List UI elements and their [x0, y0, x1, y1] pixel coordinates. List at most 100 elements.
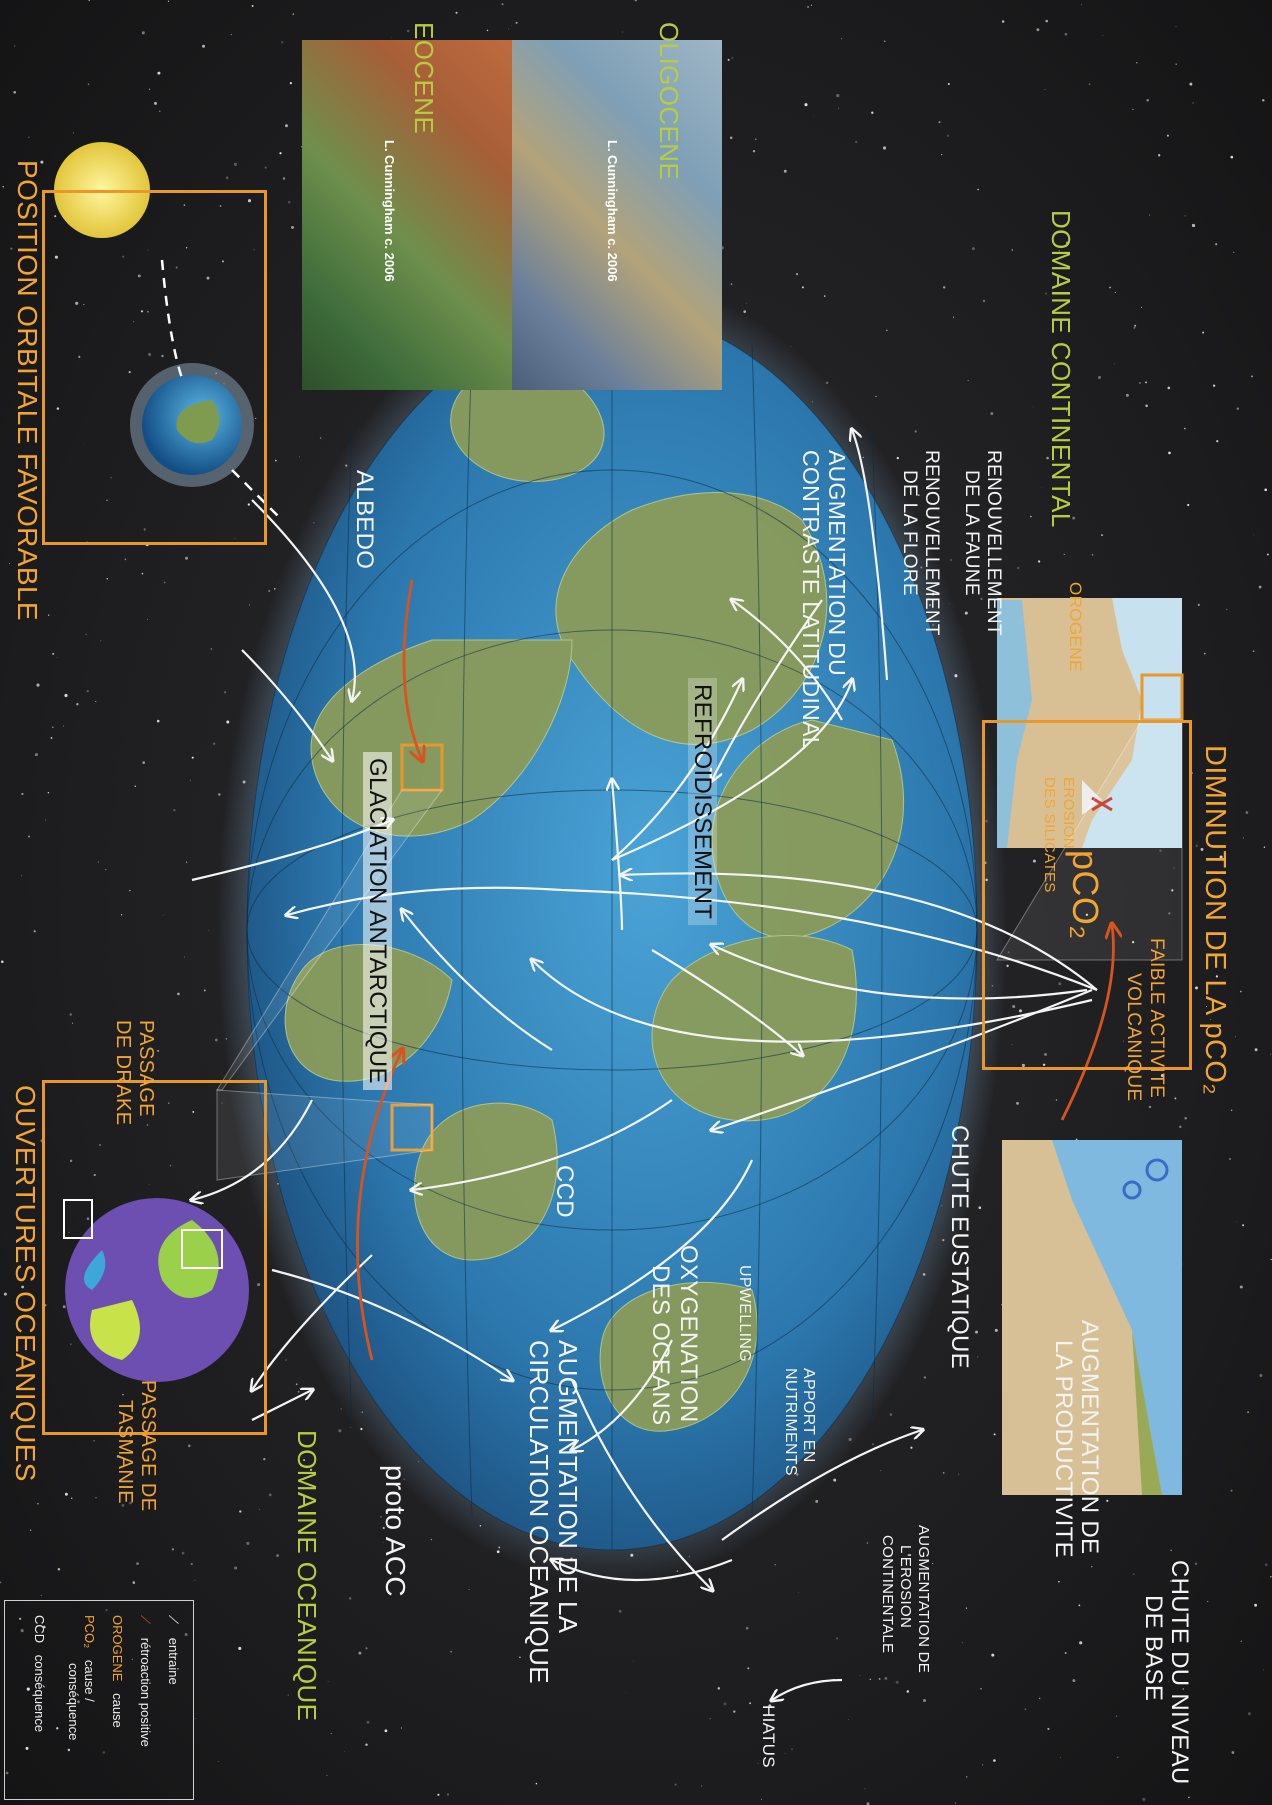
star — [895, 1680, 899, 1684]
volcanic-activity-label: FAIBLE ACTIVITE VOLCANIQUE — [1123, 938, 1167, 1102]
star — [1072, 516, 1076, 520]
star — [159, 110, 161, 112]
star — [67, 1748, 71, 1752]
star — [247, 503, 250, 506]
star — [38, 1714, 40, 1717]
star — [300, 146, 303, 148]
star — [1085, 913, 1089, 916]
fauna-renewal-label: RENOUVELLEMENT DE LA FAUNE — [961, 450, 1004, 636]
star — [914, 430, 917, 433]
star — [1079, 1641, 1083, 1645]
star — [13, 91, 16, 94]
hiatus-label: HIATUS — [759, 1705, 778, 1768]
star — [1058, 982, 1062, 986]
star — [124, 558, 127, 561]
star — [28, 835, 30, 838]
star — [148, 1184, 150, 1186]
star — [632, 1660, 634, 1662]
star — [871, 111, 874, 114]
star — [1259, 1373, 1263, 1378]
star — [246, 1541, 250, 1545]
star — [167, 0, 170, 2]
star — [978, 1206, 982, 1210]
star — [188, 1444, 191, 1448]
star — [883, 40, 886, 43]
star — [223, 383, 225, 385]
star — [280, 40, 284, 44]
star — [1032, 406, 1034, 408]
star — [864, 1788, 866, 1790]
star — [26, 1687, 30, 1691]
star — [202, 44, 205, 48]
star — [747, 1667, 750, 1670]
star — [733, 1710, 736, 1713]
star — [1194, 1562, 1198, 1565]
star — [1114, 291, 1116, 293]
star — [1102, 35, 1104, 36]
star — [1044, 292, 1048, 295]
star — [1091, 1565, 1093, 1568]
star — [1078, 1604, 1081, 1607]
star — [83, 304, 85, 305]
pco2-value-label: pCO₂ — [1065, 850, 1106, 940]
star — [34, 753, 38, 757]
star — [122, 255, 125, 258]
star — [141, 31, 145, 35]
star — [964, 611, 968, 615]
tasmania-passage-label: PASSAGE DE TASMANIE — [114, 1380, 159, 1512]
productivity-label: AUGMENTATION DE LA PRODUCTIVITE — [1049, 1320, 1103, 1558]
star — [1042, 1063, 1046, 1067]
star — [437, 1793, 440, 1796]
star — [400, 1727, 403, 1729]
star — [350, 1426, 352, 1428]
star — [226, 720, 230, 724]
star — [1184, 215, 1186, 217]
star — [185, 861, 188, 863]
ccd-label: CCD — [551, 1165, 578, 1218]
cooling-label: REFROIDISSEMENT — [687, 678, 717, 926]
star — [40, 1594, 43, 1597]
star — [1208, 858, 1211, 861]
star — [1262, 1669, 1264, 1671]
star — [85, 1636, 88, 1638]
star — [947, 82, 950, 86]
star — [1222, 1046, 1226, 1051]
star — [1045, 19, 1048, 23]
star — [37, 1503, 39, 1505]
star — [1141, 306, 1142, 308]
star — [1037, 560, 1041, 563]
star — [1264, 1563, 1268, 1567]
star — [5, 1771, 9, 1775]
star — [194, 1717, 196, 1719]
star — [932, 1563, 934, 1565]
star — [45, 819, 47, 821]
star — [1240, 1640, 1243, 1643]
star — [993, 1759, 996, 1762]
star — [723, 1702, 727, 1706]
star — [40, 160, 44, 164]
star — [52, 726, 54, 728]
star — [450, 1651, 452, 1653]
star — [952, 316, 955, 318]
star — [1230, 155, 1234, 159]
star — [56, 407, 60, 410]
star — [192, 1110, 195, 1113]
star — [1131, 940, 1135, 944]
star — [1190, 771, 1193, 775]
star — [749, 1702, 752, 1705]
star — [1098, 376, 1101, 379]
star — [1016, 1102, 1019, 1105]
ocean-openings-title: OUVERTURES OCEANIQUES — [10, 1085, 41, 1482]
star — [1072, 1679, 1076, 1683]
star — [349, 1597, 352, 1600]
star — [56, 1727, 59, 1730]
star — [384, 1729, 388, 1733]
star — [1006, 964, 1009, 968]
domain-oceanic: DOMAINE OCEANIQUE — [292, 1430, 322, 1722]
star — [297, 1390, 300, 1393]
star — [501, 3, 504, 6]
star — [326, 1774, 328, 1776]
star — [1184, 427, 1186, 430]
star — [810, 4, 813, 6]
base-level-fall-label: CHUTE DU NIVEAU DE BASE — [1139, 1560, 1193, 1785]
